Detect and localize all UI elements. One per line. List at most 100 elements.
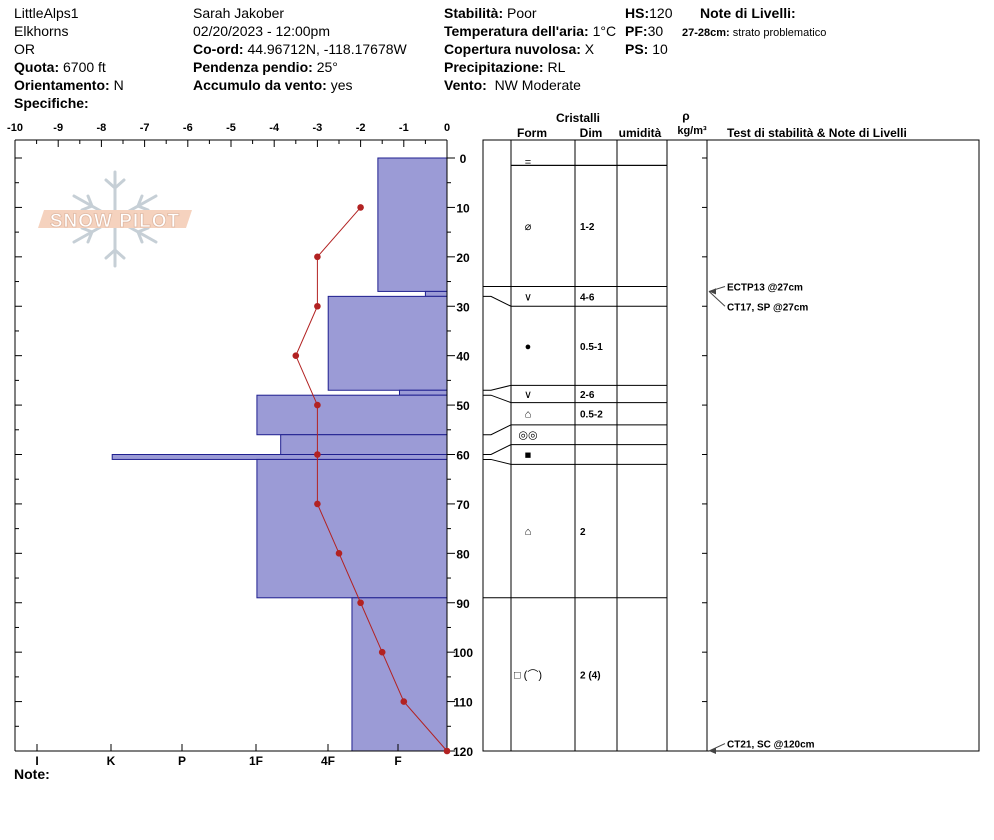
snowpilot-logo: SNOW PILOT bbox=[38, 170, 192, 268]
temp-point-3 bbox=[292, 352, 300, 359]
crystal-form-3: ● bbox=[525, 341, 532, 353]
foot-penetration: PS: 10 bbox=[625, 41, 668, 57]
depth-tick-label-11: 110 bbox=[453, 696, 473, 710]
depth-tick-label-9: 90 bbox=[456, 597, 470, 611]
elevation: Quota: 6700 ft bbox=[14, 59, 106, 75]
hardness-layer-8 bbox=[351, 597, 448, 752]
temp-point-0 bbox=[357, 204, 364, 211]
column-headers: Cristalli Form Dim umidità ρ kg/m³ Test … bbox=[517, 109, 907, 140]
density-unit: kg/m³ bbox=[677, 125, 707, 137]
moisture-header: umidità bbox=[619, 126, 662, 140]
crystal-size-2: 4-6 bbox=[580, 292, 595, 303]
depth-tick-label-8: 80 bbox=[456, 547, 470, 561]
note-label: Note: bbox=[14, 766, 50, 782]
crystal-form-1: ⌀ bbox=[525, 221, 532, 233]
layer-connector-4 bbox=[483, 424, 512, 436]
layer-note: 27-28cm: strato problematico bbox=[682, 27, 827, 39]
slope: Pendenza pendio: 25° bbox=[193, 59, 338, 75]
wind: Vento: NW Moderate bbox=[444, 77, 581, 93]
crystal-size-3: 0.5-1 bbox=[580, 342, 603, 353]
coordinates: Co-ord: 44.96712N, -118.17678W bbox=[193, 41, 407, 57]
crystals-header: Cristalli bbox=[556, 111, 600, 125]
stability-test-2: CT21, SC @120cm bbox=[727, 740, 815, 751]
hardness-layer-2 bbox=[327, 295, 448, 391]
tests-header: Test di stabilità & Note di Livelli bbox=[727, 126, 907, 140]
logo-text: SNOW PILOT bbox=[50, 211, 180, 232]
layer-connector-5 bbox=[483, 444, 512, 455]
hardness-label-4: 4F bbox=[321, 754, 335, 768]
stability-test-1: CT17, SP @27cm bbox=[727, 302, 808, 313]
precipitation: Precipitazione: RL bbox=[444, 59, 566, 75]
crystal-size-9: 2 (4) bbox=[580, 670, 601, 681]
layer-connector-1 bbox=[483, 295, 512, 307]
aspect: Orientamento: N bbox=[14, 77, 124, 93]
temp-tick-label-9: -1 bbox=[399, 122, 409, 134]
temp-tick-label-0: -10 bbox=[7, 122, 23, 134]
crystal-form-4: ∨ bbox=[524, 389, 532, 401]
temp-tick-label-6: -4 bbox=[269, 122, 280, 134]
depth-tick-label-7: 70 bbox=[456, 498, 470, 512]
hardness-label-0: I bbox=[35, 754, 38, 768]
datetime: 02/20/2023 - 12:00pm bbox=[193, 23, 330, 39]
temp-tick-label-5: -5 bbox=[226, 122, 236, 134]
hardness-layer-5 bbox=[280, 434, 448, 456]
form-header: Form bbox=[517, 126, 547, 140]
layer-connector-3 bbox=[483, 394, 512, 404]
temp-point-6 bbox=[314, 500, 321, 508]
depth-tick-label-2: 20 bbox=[456, 251, 470, 265]
state: OR bbox=[14, 41, 35, 57]
crystal-size-1: 1-2 bbox=[580, 222, 595, 233]
temp-tick-label-2: -8 bbox=[97, 122, 107, 134]
temp-point-5 bbox=[314, 451, 321, 458]
crystal-form-9: □ (⌒) bbox=[514, 668, 542, 681]
hardness-label-1: K bbox=[107, 754, 116, 768]
hardness-layer-4 bbox=[256, 394, 448, 436]
snow-height: HS:120 bbox=[625, 5, 673, 21]
temp-tick-label-7: -3 bbox=[313, 122, 323, 134]
stability: Stabilità: Poor bbox=[444, 5, 537, 21]
density-symbol: ρ bbox=[682, 109, 689, 123]
crystal-form-0: = bbox=[525, 157, 531, 169]
hardness-layer-3 bbox=[398, 389, 448, 396]
test-arrowhead-2 bbox=[709, 748, 716, 754]
cloud-cover: Copertura nuvolosa: X bbox=[444, 41, 595, 57]
temp-tick-label-4: -6 bbox=[183, 122, 193, 134]
size-header: Dim bbox=[580, 126, 603, 140]
temp-point-10 bbox=[400, 698, 408, 705]
crystal-size-4: 2-6 bbox=[580, 390, 595, 401]
crystal-form-7: ■ bbox=[525, 450, 532, 462]
layer-connector-2 bbox=[483, 384, 512, 391]
test-arrowhead-1 bbox=[709, 288, 716, 295]
layer-connector-6 bbox=[483, 458, 512, 465]
test-arrow-1 bbox=[708, 291, 726, 307]
temp-point-8 bbox=[357, 599, 364, 607]
temp-point-7 bbox=[335, 550, 343, 557]
depth-tick-label-10: 100 bbox=[453, 646, 473, 660]
specifics: Specifiche: bbox=[14, 95, 89, 111]
depth-tick-label-0: 0 bbox=[460, 152, 467, 166]
depth-tick-label-4: 40 bbox=[456, 350, 470, 364]
hardness-layer-6 bbox=[111, 454, 448, 460]
hardness-profile bbox=[111, 157, 448, 752]
depth-tick-label-5: 50 bbox=[456, 399, 470, 413]
hardness-label-5: F bbox=[394, 754, 401, 768]
temp-point-1 bbox=[314, 253, 321, 261]
wind-loading: Accumulo da vento: yes bbox=[193, 77, 353, 93]
chart-axes: -10 -9 -8 -7 -6 -5 -4 -3 -2 -1 0010203040506070809… bbox=[7, 122, 473, 768]
depth-tick-label-3: 30 bbox=[456, 300, 470, 314]
crystal-size-5: 0.5-2 bbox=[580, 410, 603, 421]
hardness-label-2: P bbox=[178, 754, 186, 768]
test-arrow-2 bbox=[708, 743, 726, 752]
hardness-label-3: 1F bbox=[249, 754, 263, 768]
crystal-form-5: ⌂ bbox=[525, 409, 532, 421]
temp-tick-label-1: -9 bbox=[53, 122, 63, 134]
crystal-form-6: ◎◎ bbox=[518, 430, 537, 442]
crystal-size-8: 2 bbox=[580, 527, 586, 538]
depth-tick-label-12: 120 bbox=[453, 745, 473, 759]
temp-tick-label-3: -7 bbox=[140, 122, 150, 134]
table-frame bbox=[482, 139, 980, 752]
range: Elkhorns bbox=[14, 23, 69, 39]
air-temperature: Temperatura dell'aria: 1°C bbox=[444, 23, 617, 39]
crystal-table: = ⌀ 1-2 ∨ 4-6 ● 0.5-1 ∨ 2-6 ⌂ 0.5-2 ◎◎ ■ ⌂ 2 □ (⌒) 2 (4)… bbox=[482, 139, 980, 754]
layer-notes-title: Note di Livelli: bbox=[700, 5, 796, 21]
